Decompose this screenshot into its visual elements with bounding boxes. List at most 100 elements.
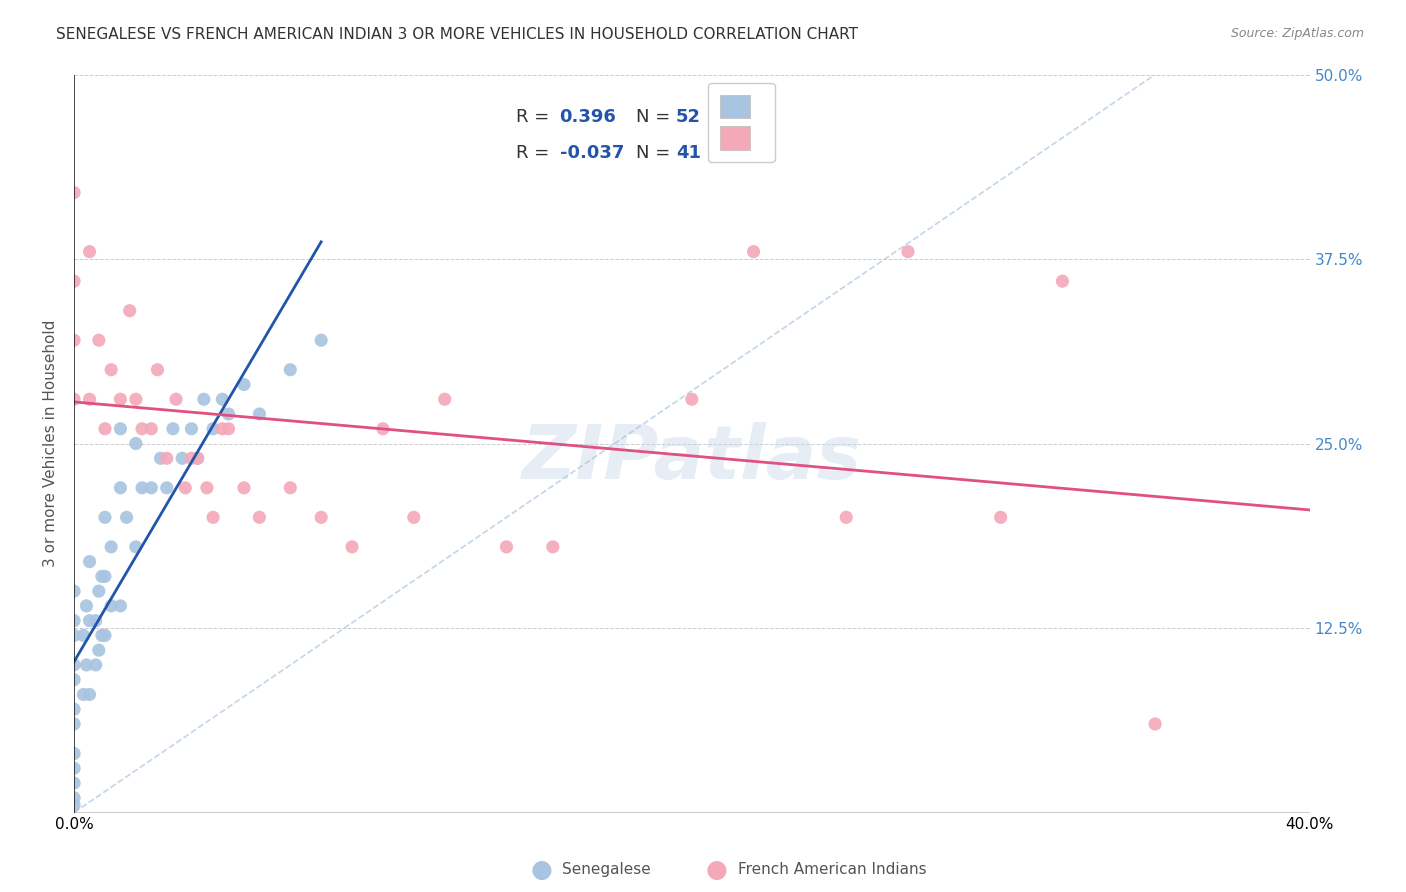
Point [72,628,94,642]
Point [141,422,163,436]
Point [79,392,101,407]
Text: Source: ZipAtlas.com: Source: ZipAtlas.com [1230,27,1364,40]
Point [340,540,363,554]
Point [84,657,107,672]
Y-axis label: 3 or more Vehicles in Household: 3 or more Vehicles in Household [44,320,58,567]
Point [195,481,218,495]
Text: 41: 41 [676,145,700,162]
Point [187,451,209,466]
Point [63,747,86,761]
Point [193,392,215,407]
Point [495,540,517,554]
Point [125,540,148,554]
Point [63,614,86,628]
Point [233,481,256,495]
Point [110,481,132,495]
Point [125,392,148,407]
Point [149,451,172,466]
Point [835,510,858,524]
Point [897,244,920,259]
Text: R =: R = [516,108,550,126]
Point [187,451,209,466]
Point [202,422,225,436]
Point [218,407,240,421]
Point [218,422,240,436]
Point [541,540,564,554]
Point [110,422,132,436]
Point [202,510,225,524]
Text: SENEGALESE VS FRENCH AMERICAN INDIAN 3 OR MORE VEHICLES IN HOUSEHOLD CORRELATION: SENEGALESE VS FRENCH AMERICAN INDIAN 3 O… [56,27,858,42]
Point [84,614,107,628]
Point [742,244,765,259]
Point [309,510,332,524]
Point [990,510,1012,524]
Point [63,702,86,716]
Text: N =: N = [636,108,671,126]
Point [63,333,86,347]
Text: 0.396: 0.396 [560,108,616,126]
Text: R =: R = [516,145,550,162]
Point [402,510,425,524]
Point [125,436,148,450]
Point [180,422,202,436]
Point [141,481,163,495]
Text: ZIPatlas: ZIPatlas [522,422,862,495]
Point [63,776,86,790]
Point [156,451,179,466]
Point [79,614,101,628]
Point [87,584,110,599]
Text: Senegalese: Senegalese [562,863,651,877]
Point [211,422,233,436]
Text: 52: 52 [676,108,700,126]
Point [87,643,110,657]
Point [63,657,86,672]
Point [79,688,101,702]
Point [115,510,138,524]
Text: -0.037: -0.037 [560,145,624,162]
Text: ●: ● [530,858,553,881]
Point [172,451,194,466]
Point [681,392,703,407]
Point [63,673,86,687]
Point [94,628,117,642]
Point [174,481,197,495]
Point [118,303,141,318]
Point [233,377,256,392]
Point [309,333,332,347]
Text: N =: N = [636,145,671,162]
Point [63,790,86,805]
Point [211,392,233,407]
Point [63,584,86,599]
Point [131,481,153,495]
Point [63,761,86,775]
Point [79,555,101,569]
Point [162,422,184,436]
Point [1052,274,1074,288]
Point [63,274,86,288]
Point [63,186,86,200]
Point [94,422,117,436]
Point [87,333,110,347]
Point [100,362,122,376]
Point [156,481,179,495]
Point [75,657,97,672]
Point [146,362,169,376]
Legend: , : , [707,83,775,161]
Point [180,451,202,466]
Point [110,599,132,613]
Point [63,717,86,731]
Point [63,628,86,642]
Point [63,392,86,407]
Point [94,569,117,583]
Point [100,540,122,554]
Point [131,422,153,436]
Point [1144,717,1167,731]
Point [79,244,101,259]
Point [371,422,394,436]
Point [94,510,117,524]
Point [247,510,270,524]
Point [90,628,112,642]
Text: French American Indians: French American Indians [738,863,927,877]
Point [278,481,301,495]
Point [72,688,94,702]
